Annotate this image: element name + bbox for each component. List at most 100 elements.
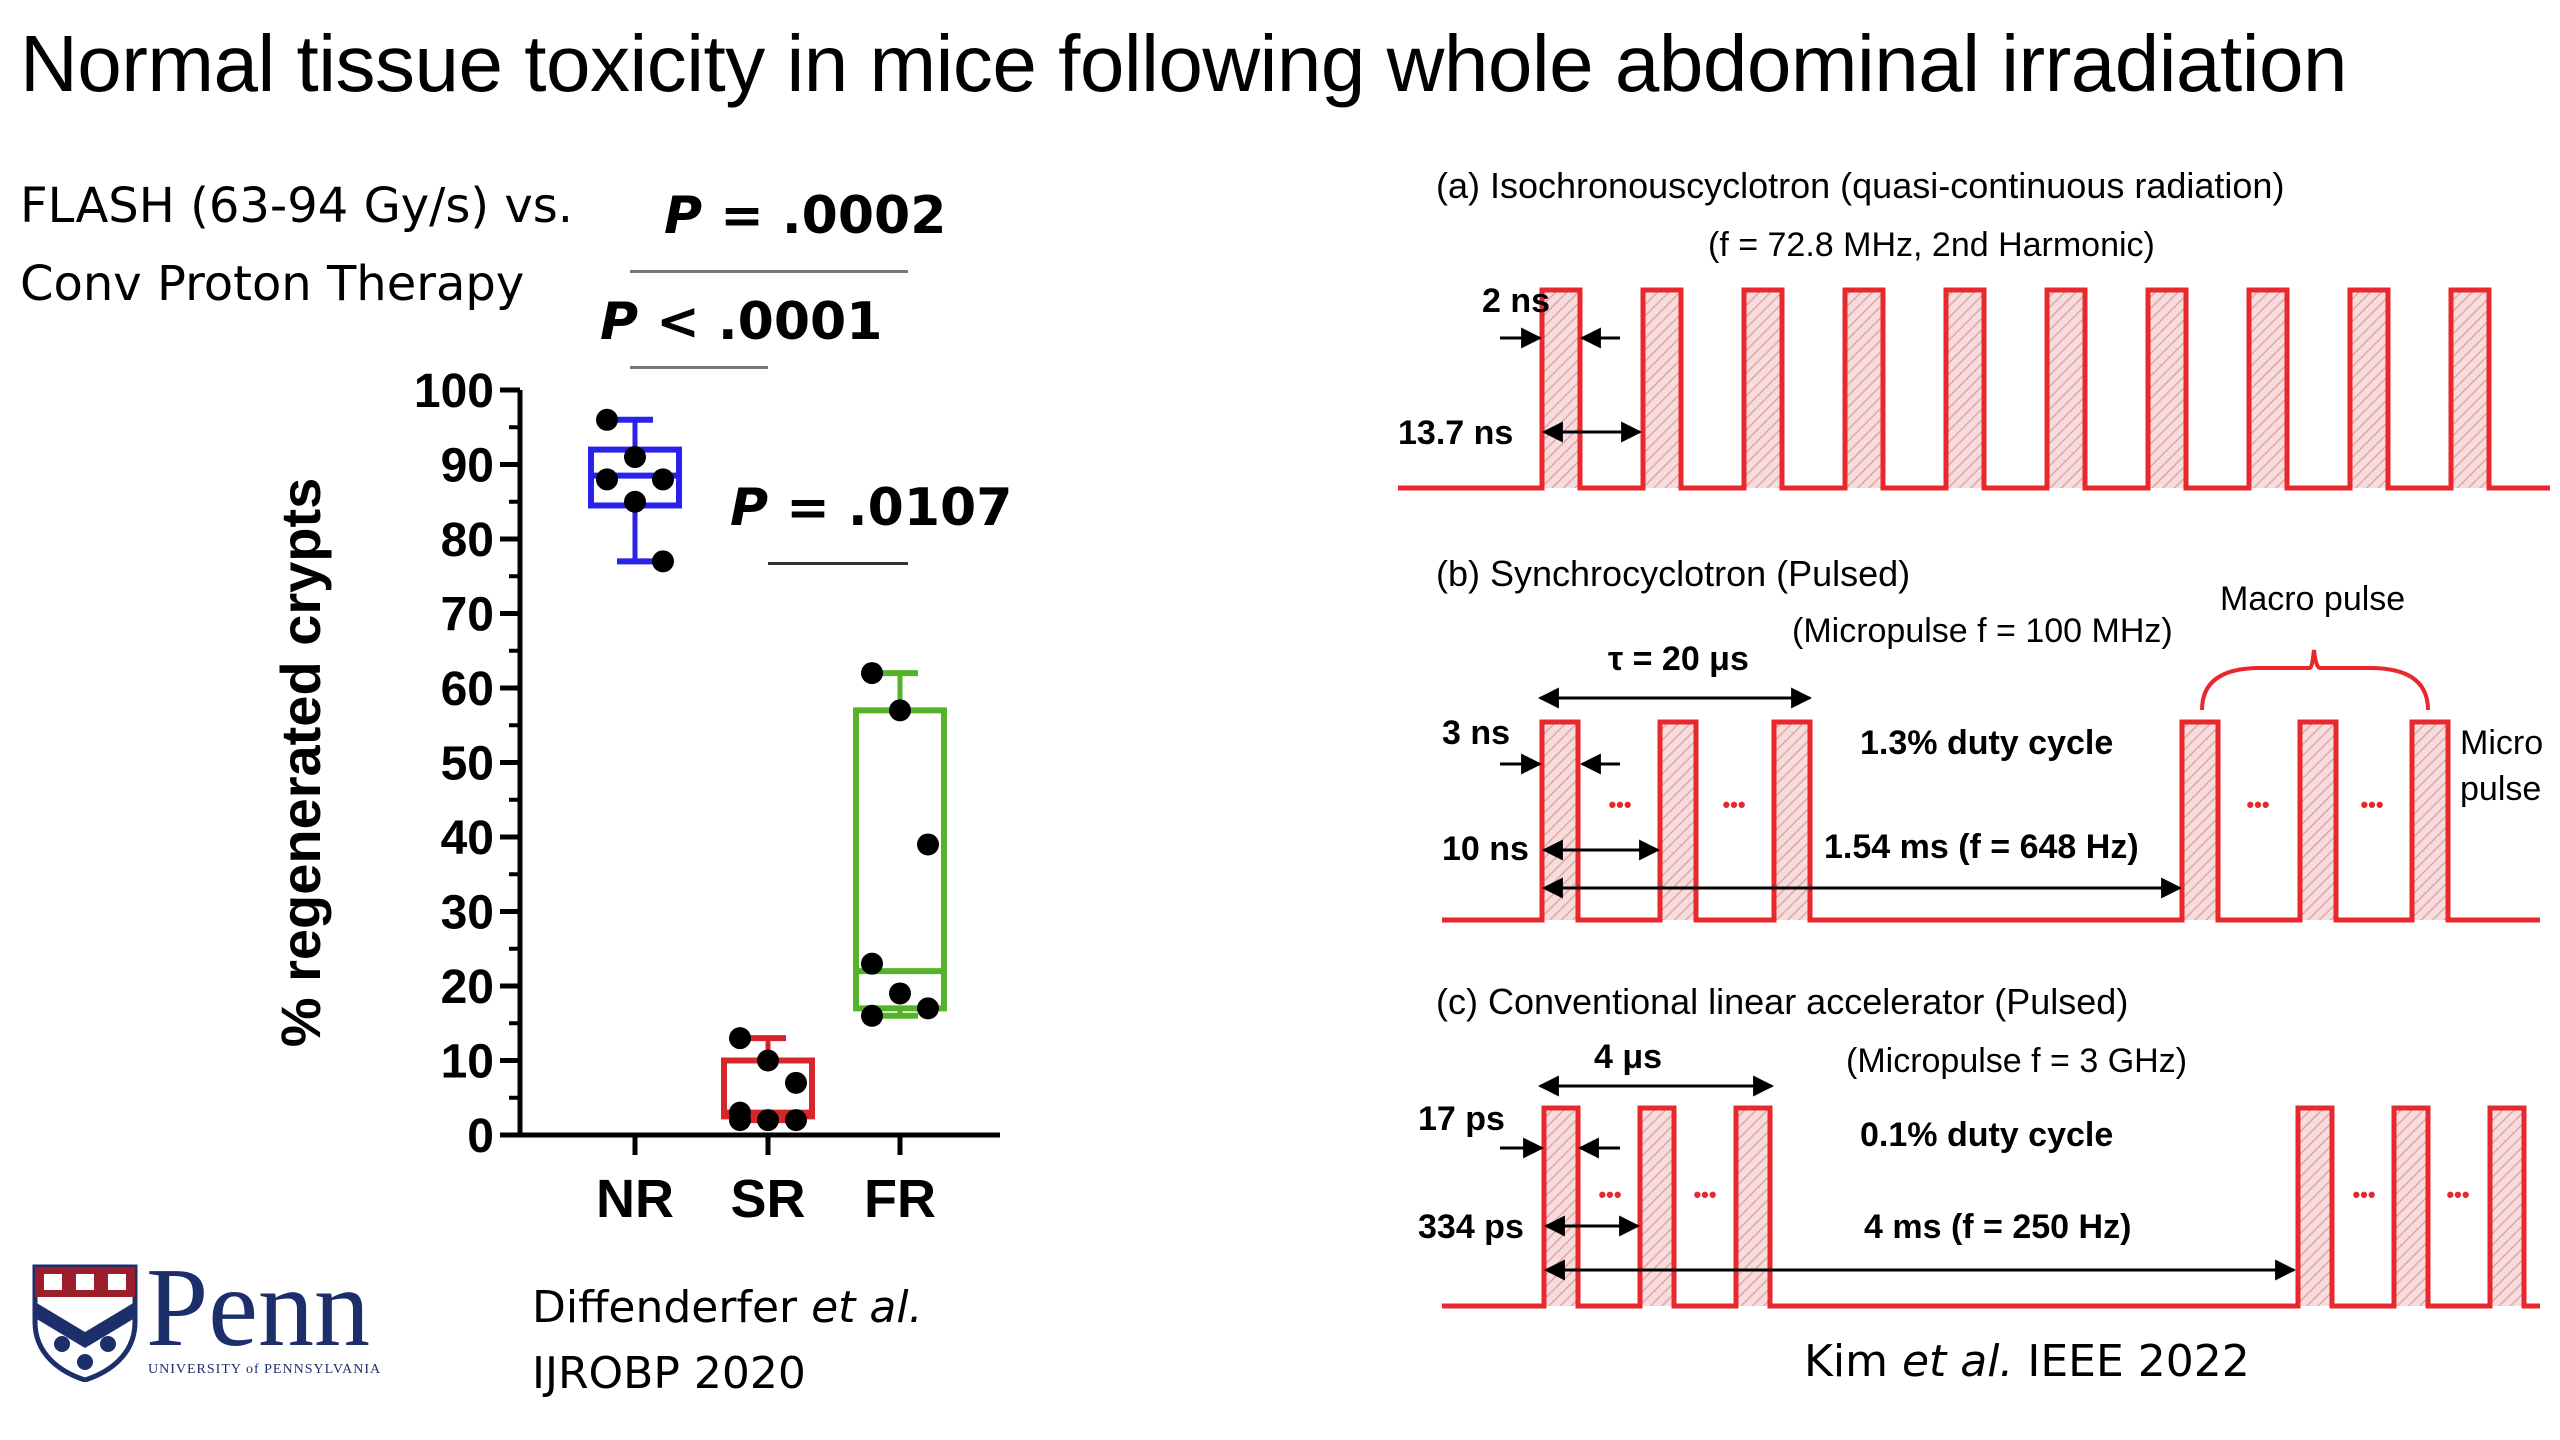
ellipsis-dots: •••: [1598, 1182, 1621, 1207]
pulse-fill: [1643, 290, 1681, 488]
box-nr: [588, 408, 682, 573]
data-point: [624, 490, 646, 513]
slide-title: Normal tissue toxicity in mice following…: [20, 19, 2348, 108]
pulse-fill: [2412, 722, 2448, 920]
pulse-structure-diagram: (a) Isochronouscyclotron (quasi-continuo…: [1398, 165, 2550, 1309]
pvalue-value: < .0001: [656, 292, 883, 352]
pulse-fill: [1544, 1108, 1578, 1306]
pvalue-value: = .0002: [720, 186, 947, 246]
data-point: [889, 982, 911, 1005]
data-point: [917, 833, 939, 856]
data-point: [596, 408, 618, 431]
pulse-fill: [1660, 722, 1696, 920]
y-tick-label: 60: [441, 663, 494, 716]
data-point: [624, 446, 646, 469]
y-tick-label: 80: [441, 514, 494, 567]
macro-pulse-label: Macro pulse: [2220, 580, 2405, 618]
pulse-fill: [2300, 722, 2336, 920]
panel-b-period-label: 10 ns: [1442, 830, 1529, 868]
y-tick-label: 0: [467, 1110, 494, 1163]
pulse-fill: [2490, 1108, 2524, 1306]
pulse-fill: [2047, 290, 2085, 488]
x-tick-label: NR: [596, 1169, 674, 1229]
panel-a: (a) Isochronouscyclotron (quasi-continuo…: [1398, 165, 2550, 491]
pvalue-label: P: [730, 478, 769, 538]
pvalue-label: P: [664, 186, 703, 246]
bracket-nr-fr: [630, 270, 908, 273]
pulse-train-line: [1442, 719, 2540, 923]
panel-c-duty-label: 0.1% duty cycle: [1860, 1116, 2113, 1154]
ellipsis-dots: •••: [1608, 792, 1631, 817]
pvalue-nr-fr: P = .0002: [664, 186, 946, 246]
box-fr: [853, 662, 947, 1027]
y-tick-label: 70: [441, 589, 494, 642]
panel-a-subheading: (f = 72.8 MHz, 2nd Harmonic): [1708, 226, 2155, 264]
panel-c-tau-label: 4 μs: [1594, 1038, 1662, 1076]
panel-b-subheading: (Micropulse f = 100 MHz): [1792, 612, 2173, 650]
panel-b-width-label: 3 ns: [1442, 714, 1510, 752]
ellipsis-dots: •••: [2246, 792, 2269, 817]
panel-b-macro-period-label: 1.54 ms (f = 648 Hz): [1824, 828, 2139, 866]
panel-c-heading: (c) Conventional linear accelerator (Pul…: [1436, 981, 2128, 1022]
reference-right: Kim et al. IEEE 2022: [1804, 1336, 2250, 1387]
micro-label-2: pulse: [2460, 770, 2541, 808]
panel-a-width-label: 2 ns: [1482, 282, 1550, 320]
macro-brace: [2200, 649, 2430, 711]
comparison-line-2: Conv Proton Therapy: [20, 256, 525, 312]
bracket-sr-fr: [768, 562, 908, 565]
box-sr: [721, 1027, 815, 1132]
penn-logo: Penn UNIVERSITY of PENNSYLVANIA: [30, 1252, 422, 1382]
micro-label-1: Micro: [2460, 724, 2543, 762]
y-axis-label: % regenerated crypts: [269, 478, 332, 1048]
pulse-fill: [1736, 1108, 1770, 1306]
pulse-fill: [2350, 290, 2388, 488]
ellipsis-dots: •••: [1722, 792, 1745, 817]
data-point: [785, 1071, 807, 1094]
x-tick-label: FR: [864, 1169, 936, 1229]
y-tick-label: 10: [441, 1036, 494, 1089]
data-point: [757, 1049, 779, 1072]
data-point: [757, 1109, 779, 1132]
pvalue-sr-fr: P = .0107: [730, 478, 1012, 538]
y-tick-label: 100: [414, 365, 494, 418]
comparison-line-1: FLASH (63-94 Gy/s) vs.: [20, 178, 574, 234]
y-tick-label: 90: [441, 440, 494, 493]
data-point: [785, 1109, 807, 1132]
ellipsis-dots: •••: [2360, 792, 2383, 817]
pulse-fill: [1946, 290, 1984, 488]
pulse-fill: [2298, 1108, 2332, 1306]
panel-c-macro-period-label: 4 ms (f = 250 Hz): [1864, 1208, 2131, 1246]
pulse-fill: [1774, 722, 1810, 920]
y-tick-label: 50: [441, 738, 494, 791]
reference-left-line-2: IJROBP 2020: [532, 1348, 806, 1399]
panel-b-duty-label: 1.3% duty cycle: [1860, 724, 2113, 762]
panel-b: (b) Synchrocyclotron (Pulsed) (Micropulse…: [1436, 553, 2543, 923]
data-point: [861, 662, 883, 685]
panel-b-tau-label: τ = 20 μs: [1608, 640, 1749, 678]
panel-c-period-label: 334 ps: [1418, 1208, 1524, 1246]
data-point: [861, 1004, 883, 1027]
y-tick-label: 40: [441, 812, 494, 865]
ellipsis-dots: •••: [1693, 1182, 1716, 1207]
pulse-fill: [1542, 290, 1580, 488]
pulse-fill: [2182, 722, 2218, 920]
data-point: [889, 699, 911, 722]
panel-b-heading: (b) Synchrocyclotron (Pulsed): [1436, 553, 1910, 594]
boxplot-chart: % regenerated crypts 0 10 20 30 40 50 60 70 80 90 1…: [269, 365, 1000, 1229]
pulse-fill: [2451, 290, 2489, 488]
ellipsis-dots: •••: [2446, 1182, 2469, 1207]
penn-shield-icon: [32, 1264, 138, 1382]
pvalue-label: P: [600, 292, 639, 352]
panel-c-width-label: 17 ps: [1418, 1100, 1505, 1138]
panel-a-period-label: 13.7 ns: [1398, 414, 1513, 452]
data-point: [729, 1027, 751, 1050]
data-point: [917, 997, 939, 1020]
reference-left-line-1: Diffenderfer et al.: [532, 1282, 923, 1333]
y-tick-label: 20: [441, 961, 494, 1014]
bracket-nr-sr: [630, 366, 768, 369]
data-point: [652, 550, 674, 573]
pulse-train-line: [1398, 287, 2550, 491]
y-tick-label: 30: [441, 887, 494, 940]
pulse-fill: [2148, 290, 2186, 488]
pulse-fill: [1744, 290, 1782, 488]
